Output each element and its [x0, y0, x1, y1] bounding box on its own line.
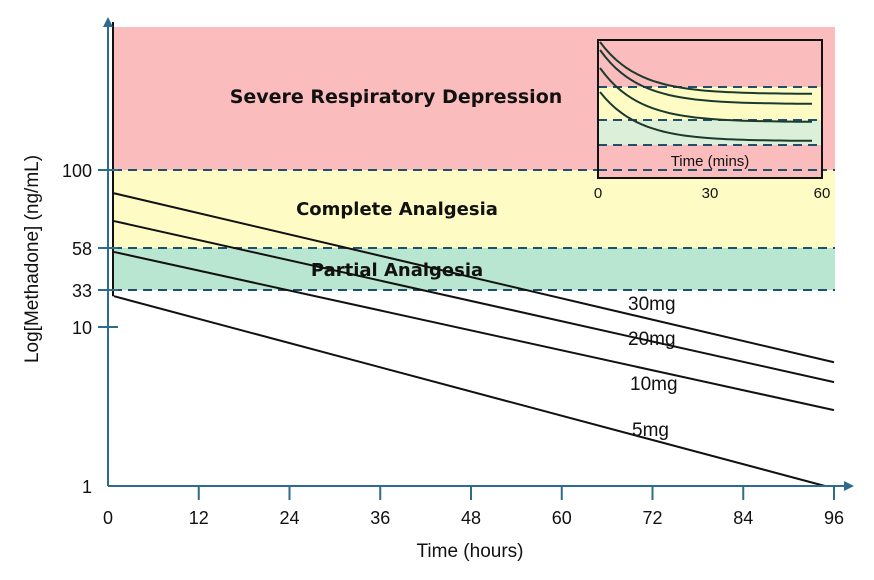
- y-axis-arrow-icon: [103, 17, 113, 27]
- inset-curve-10mg: [599, 67, 813, 123]
- x-tick-label-0: 0: [103, 508, 113, 528]
- series-line-5mg: [113, 295, 826, 487]
- y-tick-label-33: 33: [72, 281, 92, 301]
- inset-x-axis-title: Time (mins): [671, 153, 750, 170]
- series-line-10mg: [113, 250, 835, 412]
- series-label-5mg: 5mg: [632, 420, 669, 441]
- inset-x-tick-label-0: 0: [594, 185, 602, 202]
- axes: 0 12 24 36 48 60 72 84 96 1 10 33 58 100: [62, 17, 854, 528]
- x-tick-label-72: 72: [642, 508, 662, 528]
- inset-x-tick-label-60: 60: [814, 185, 831, 202]
- inset-frame: [597, 39, 823, 179]
- inset-zone-severe: [598, 40, 822, 87]
- inset-curve-20mg: [599, 49, 813, 105]
- y-axis-title: Log[Methadone] (ng/mL): [22, 155, 43, 363]
- x-tick-label-36: 36: [370, 508, 390, 528]
- inset-chart: Time (mins) 0 30 60: [594, 39, 831, 202]
- inset-x-tick-label-30: 30: [702, 185, 719, 202]
- zone-label-severe: Severe Respiratory Depression: [230, 86, 563, 108]
- series-label-30mg: 30mg: [628, 294, 676, 315]
- x-tick-label-60: 60: [552, 508, 572, 528]
- series-labels: 30mg 20mg 10mg 5mg: [628, 294, 678, 441]
- x-tick-label-96: 96: [824, 508, 844, 528]
- series-label-20mg: 20mg: [628, 329, 676, 350]
- y-tick-label-58: 58: [72, 239, 92, 259]
- series-line-20mg: [113, 220, 835, 384]
- x-axis-title: Time (hours): [417, 541, 524, 562]
- x-tick-label-48: 48: [461, 508, 481, 528]
- zone-label-complete: Complete Analgesia: [296, 199, 498, 220]
- x-tick-label-24: 24: [279, 508, 299, 528]
- y-tick-label-10: 10: [72, 318, 92, 338]
- y-tick-label-1: 1: [82, 477, 92, 497]
- inset-curve-30mg: [599, 41, 812, 95]
- x-axis-arrow-icon: [844, 481, 854, 491]
- x-tick-label-12: 12: [189, 508, 209, 528]
- zone-band-2: [113, 248, 835, 290]
- zone-band-1: [113, 170, 835, 248]
- x-tick-label-84: 84: [733, 508, 753, 528]
- series-line-30mg: [113, 192, 835, 364]
- inset-curve-5mg: [599, 91, 812, 142]
- series-label-10mg: 10mg: [630, 374, 678, 395]
- series-layer: [112, 22, 835, 487]
- inset-zone-below: [598, 145, 822, 178]
- y-tick-label-100: 100: [62, 161, 92, 181]
